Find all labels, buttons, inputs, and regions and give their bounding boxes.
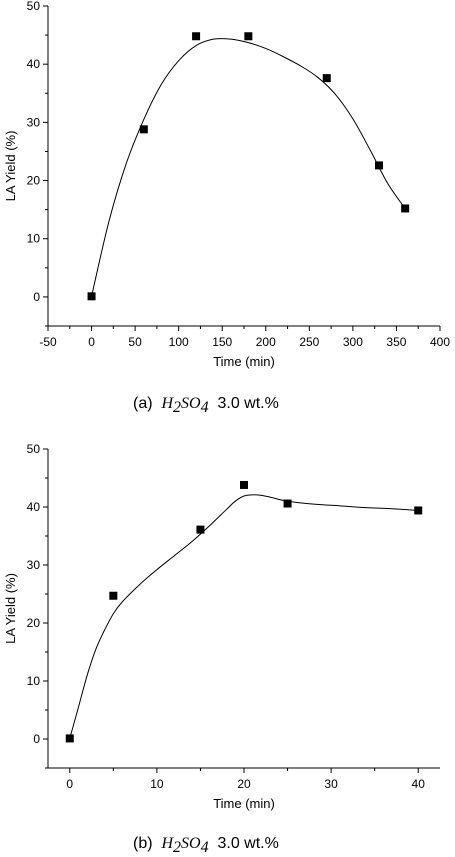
x-tick-label: 300 bbox=[343, 335, 363, 349]
y-tick-label: 40 bbox=[27, 57, 41, 71]
formula-text: SO bbox=[181, 835, 201, 852]
caption-label: (b) bbox=[133, 835, 161, 852]
x-tick-label: 10 bbox=[150, 777, 164, 791]
y-tick-label: 30 bbox=[27, 115, 41, 129]
x-tick-label: 30 bbox=[324, 777, 338, 791]
y-tick-label: 10 bbox=[27, 232, 41, 246]
y-tick-label: 30 bbox=[27, 558, 41, 572]
x-tick-label: 0 bbox=[66, 777, 73, 791]
caption-suffix: 3.0 wt.% bbox=[209, 835, 279, 852]
data-point bbox=[65, 734, 74, 743]
x-tick-label: -50 bbox=[39, 335, 57, 349]
y-tick-label: 50 bbox=[27, 442, 41, 456]
data-point bbox=[375, 161, 384, 170]
data-point bbox=[240, 480, 248, 489]
y-tick-label: 0 bbox=[33, 732, 40, 746]
x-tick-label: 100 bbox=[169, 335, 189, 349]
x-tick-label: 40 bbox=[412, 777, 426, 791]
x-tick-label: 250 bbox=[299, 335, 319, 349]
y-axis-title: LA Yield (%) bbox=[3, 131, 18, 202]
formula-subscript: 2 bbox=[173, 399, 181, 416]
x-axis-title: Time (min) bbox=[213, 354, 275, 369]
data-point bbox=[139, 125, 148, 134]
fit-curve-line bbox=[91, 38, 406, 297]
data-point bbox=[87, 292, 96, 301]
y-tick-label: 20 bbox=[27, 616, 41, 630]
formula-text: SO bbox=[181, 395, 201, 412]
y-axis-title: LA Yield (%) bbox=[3, 573, 18, 644]
y-tick-label: 20 bbox=[27, 174, 41, 188]
y-tick-label: 40 bbox=[27, 500, 41, 514]
data-point bbox=[322, 74, 331, 83]
data-point bbox=[414, 506, 423, 515]
x-tick-label: 350 bbox=[386, 335, 406, 349]
x-tick-label: 20 bbox=[237, 777, 251, 791]
x-tick-label: 50 bbox=[128, 335, 142, 349]
fit-curve-line bbox=[69, 494, 419, 739]
y-tick-label: 0 bbox=[33, 290, 40, 304]
chart-caption: (b) H2SO4 3.0 wt.% bbox=[133, 835, 279, 856]
y-tick-label: 50 bbox=[27, 0, 41, 13]
x-tick-label: 200 bbox=[256, 335, 276, 349]
x-axis-title: Time (min) bbox=[213, 796, 275, 811]
formula-subscript: 4 bbox=[201, 839, 209, 856]
y-tick-label: 10 bbox=[27, 674, 41, 688]
data-point bbox=[196, 525, 205, 534]
chart-b: 0 10 20 30 40 0 10 20 30 40 50 Time (min) LA Yield (… bbox=[3, 442, 440, 856]
x-tick-label: 400 bbox=[430, 335, 450, 349]
formula-subscript: 4 bbox=[201, 399, 209, 416]
caption-label: (a) bbox=[133, 395, 161, 412]
x-tick-label: 0 bbox=[88, 335, 95, 349]
data-point bbox=[401, 204, 410, 213]
formula-text: H bbox=[160, 395, 174, 412]
data-point bbox=[283, 499, 292, 508]
formula-subscript: 2 bbox=[173, 839, 181, 856]
x-tick-label: 150 bbox=[212, 335, 232, 349]
chart-caption: (a) H2SO4 3.0 wt.% bbox=[133, 395, 279, 416]
data-point bbox=[244, 32, 253, 41]
chart-a: -50 0 50 100 150 200 250 300 350 400 0 10 20 30 40 50 Ti… bbox=[3, 0, 450, 416]
data-point bbox=[109, 591, 118, 600]
formula-text: H bbox=[160, 835, 174, 852]
data-point bbox=[192, 32, 201, 41]
caption-suffix: 3.0 wt.% bbox=[209, 395, 279, 412]
